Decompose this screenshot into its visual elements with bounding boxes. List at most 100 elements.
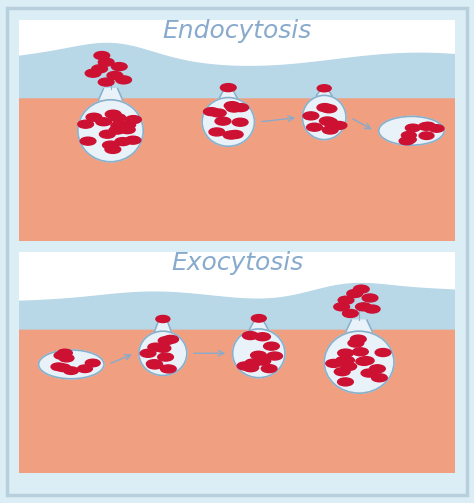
Circle shape bbox=[343, 309, 358, 317]
Circle shape bbox=[370, 365, 385, 373]
Circle shape bbox=[86, 113, 102, 121]
Ellipse shape bbox=[202, 98, 255, 146]
Circle shape bbox=[303, 112, 319, 120]
Polygon shape bbox=[19, 20, 455, 66]
Circle shape bbox=[356, 358, 372, 365]
Ellipse shape bbox=[302, 96, 346, 140]
Circle shape bbox=[336, 357, 351, 365]
Circle shape bbox=[92, 65, 108, 73]
Circle shape bbox=[119, 126, 135, 134]
Ellipse shape bbox=[379, 116, 444, 145]
Circle shape bbox=[100, 130, 115, 138]
Circle shape bbox=[337, 378, 353, 386]
Circle shape bbox=[228, 130, 243, 138]
Circle shape bbox=[321, 105, 337, 113]
Circle shape bbox=[399, 137, 414, 145]
Polygon shape bbox=[250, 322, 268, 329]
Circle shape bbox=[85, 359, 100, 367]
Circle shape bbox=[209, 128, 225, 136]
Circle shape bbox=[161, 365, 176, 373]
Circle shape bbox=[353, 348, 368, 356]
Ellipse shape bbox=[78, 100, 143, 162]
Circle shape bbox=[237, 362, 253, 370]
Circle shape bbox=[94, 51, 109, 59]
Circle shape bbox=[116, 76, 131, 84]
Circle shape bbox=[348, 339, 364, 347]
Ellipse shape bbox=[139, 331, 187, 375]
Circle shape bbox=[64, 367, 78, 374]
Polygon shape bbox=[346, 320, 372, 331]
Circle shape bbox=[224, 102, 240, 110]
Circle shape bbox=[322, 118, 337, 126]
Circle shape bbox=[354, 285, 369, 293]
Circle shape bbox=[105, 145, 121, 153]
Circle shape bbox=[401, 131, 416, 139]
Ellipse shape bbox=[38, 350, 104, 379]
Circle shape bbox=[57, 349, 72, 357]
Polygon shape bbox=[19, 252, 455, 473]
Circle shape bbox=[148, 343, 164, 351]
Polygon shape bbox=[19, 20, 455, 241]
Circle shape bbox=[261, 365, 277, 373]
Circle shape bbox=[220, 83, 236, 92]
Circle shape bbox=[307, 123, 322, 131]
Ellipse shape bbox=[324, 331, 394, 393]
Circle shape bbox=[420, 122, 435, 130]
Ellipse shape bbox=[233, 329, 285, 378]
Circle shape bbox=[334, 303, 349, 311]
Circle shape bbox=[120, 121, 136, 129]
Circle shape bbox=[419, 132, 434, 139]
Circle shape bbox=[54, 352, 69, 359]
Circle shape bbox=[341, 363, 356, 370]
Circle shape bbox=[158, 353, 173, 361]
Circle shape bbox=[419, 123, 433, 130]
Circle shape bbox=[210, 109, 226, 117]
Polygon shape bbox=[317, 91, 332, 96]
Circle shape bbox=[98, 58, 114, 66]
Circle shape bbox=[126, 116, 141, 124]
Polygon shape bbox=[19, 252, 455, 301]
Circle shape bbox=[401, 136, 416, 143]
Circle shape bbox=[429, 125, 444, 132]
Polygon shape bbox=[19, 284, 455, 329]
Circle shape bbox=[267, 352, 283, 360]
Circle shape bbox=[140, 349, 156, 357]
Circle shape bbox=[56, 364, 71, 372]
Circle shape bbox=[350, 335, 366, 343]
Circle shape bbox=[331, 121, 347, 129]
Circle shape bbox=[245, 359, 261, 367]
Circle shape bbox=[163, 336, 179, 344]
Circle shape bbox=[226, 104, 242, 112]
Circle shape bbox=[264, 342, 279, 350]
Circle shape bbox=[362, 294, 378, 302]
Circle shape bbox=[317, 104, 333, 112]
Circle shape bbox=[233, 104, 248, 112]
Circle shape bbox=[51, 363, 66, 371]
Circle shape bbox=[85, 69, 101, 77]
Text: Endocytosis: Endocytosis bbox=[163, 19, 311, 43]
Polygon shape bbox=[99, 89, 122, 100]
Circle shape bbox=[80, 137, 96, 145]
Circle shape bbox=[146, 360, 162, 368]
Circle shape bbox=[326, 360, 342, 367]
Circle shape bbox=[243, 364, 259, 372]
Circle shape bbox=[356, 303, 371, 311]
Circle shape bbox=[223, 131, 239, 139]
Circle shape bbox=[125, 136, 141, 144]
Text: Exocytosis: Exocytosis bbox=[171, 250, 303, 275]
Circle shape bbox=[338, 356, 355, 364]
Circle shape bbox=[78, 120, 93, 128]
Circle shape bbox=[405, 124, 420, 132]
Circle shape bbox=[215, 117, 231, 125]
Circle shape bbox=[375, 349, 391, 357]
Circle shape bbox=[255, 333, 270, 341]
Circle shape bbox=[243, 331, 258, 340]
Circle shape bbox=[251, 351, 266, 359]
Polygon shape bbox=[155, 322, 171, 331]
Circle shape bbox=[78, 365, 92, 373]
Circle shape bbox=[322, 126, 338, 134]
Circle shape bbox=[361, 369, 377, 377]
Circle shape bbox=[155, 344, 171, 352]
Polygon shape bbox=[219, 91, 237, 98]
Circle shape bbox=[158, 337, 174, 345]
